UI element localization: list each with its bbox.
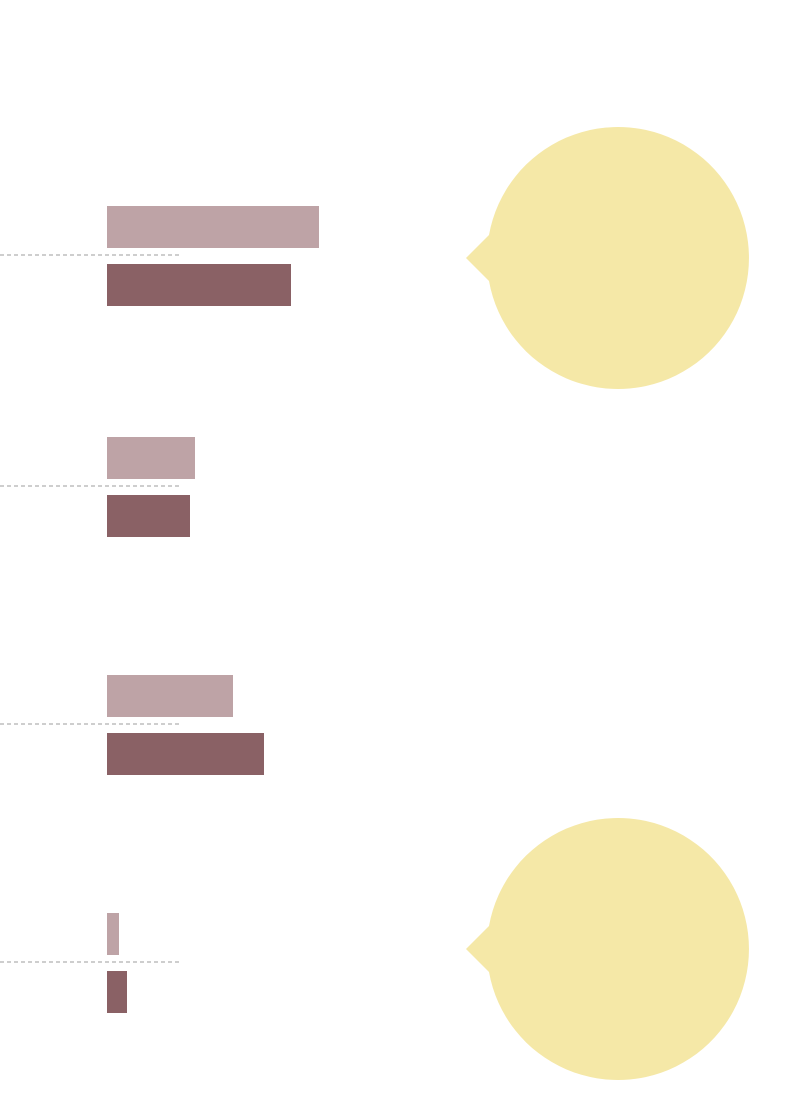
bar-series-2-group-3: [107, 733, 264, 775]
bar-series-2-group-1: [107, 264, 291, 306]
bar-series-2-group-2: [107, 495, 190, 537]
bar-series-1-group-2: [107, 437, 195, 479]
bar-series-2-group-4: [107, 971, 127, 1013]
bar-series-1-group-3: [107, 675, 233, 717]
speech-bubble-4: [466, 817, 749, 1080]
bar-series-1-group-1: [107, 206, 319, 248]
bar-series-1-group-4: [107, 913, 119, 955]
speech-bubble-1: [466, 127, 749, 390]
